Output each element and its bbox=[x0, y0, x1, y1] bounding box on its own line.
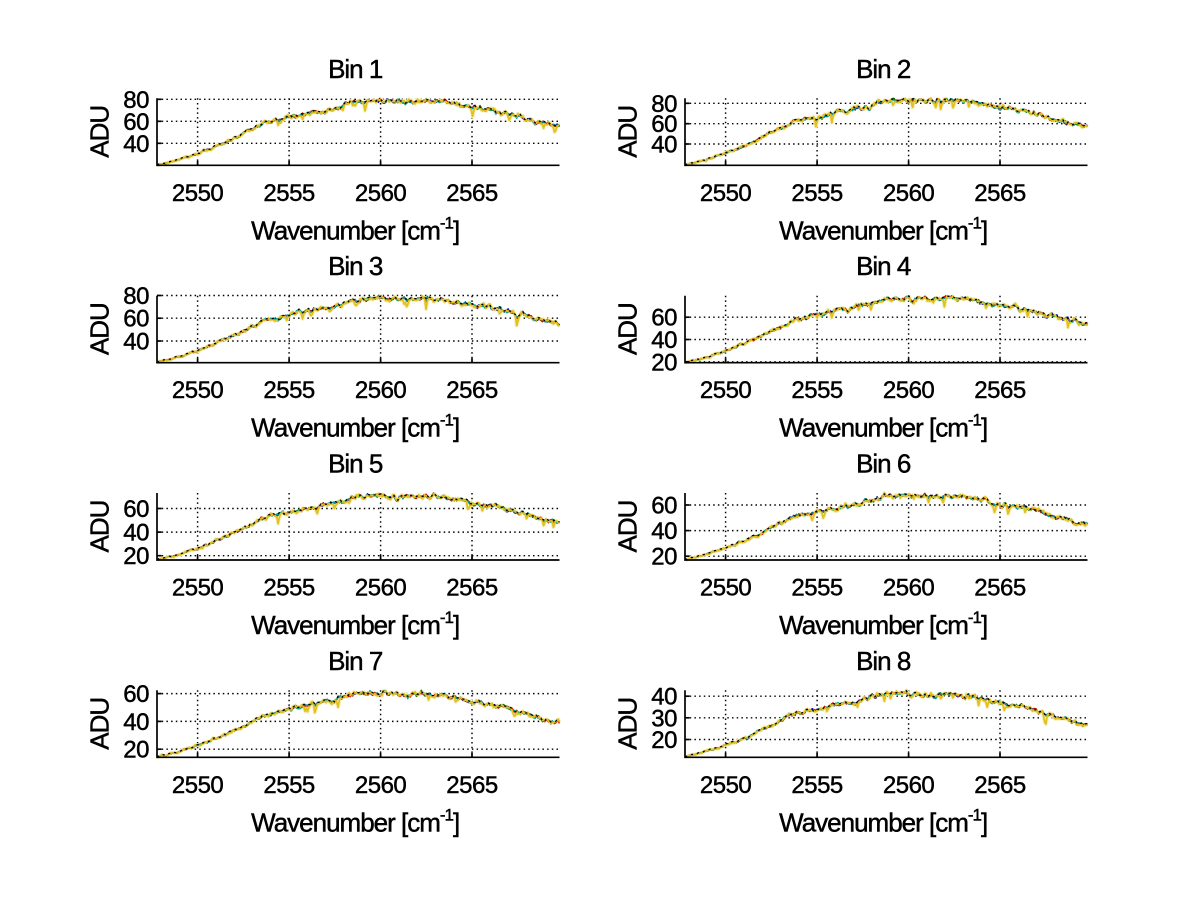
svg-text:60: 60 bbox=[123, 681, 149, 708]
svg-text:20: 20 bbox=[651, 544, 677, 571]
svg-text:ADU: ADU bbox=[613, 106, 643, 158]
svg-text:2555: 2555 bbox=[263, 377, 315, 404]
svg-text:2555: 2555 bbox=[791, 772, 843, 799]
svg-text:40: 40 bbox=[123, 329, 149, 356]
svg-text:2550: 2550 bbox=[172, 575, 224, 602]
svg-text:Bin 7: Bin 7 bbox=[328, 646, 383, 676]
svg-text:ADU: ADU bbox=[85, 106, 115, 158]
svg-text:2560: 2560 bbox=[355, 180, 407, 207]
svg-text:Wavenumber [cm-1]: Wavenumber [cm-1] bbox=[779, 805, 987, 837]
svg-text:2560: 2560 bbox=[355, 377, 407, 404]
svg-text:2550: 2550 bbox=[700, 575, 752, 602]
svg-text:80: 80 bbox=[123, 87, 149, 114]
svg-text:2555: 2555 bbox=[791, 377, 843, 404]
svg-text:2560: 2560 bbox=[355, 772, 407, 799]
svg-text:Bin 4: Bin 4 bbox=[856, 251, 911, 281]
svg-text:2550: 2550 bbox=[172, 377, 224, 404]
svg-text:2565: 2565 bbox=[446, 377, 498, 404]
svg-text:20: 20 bbox=[651, 727, 677, 754]
svg-text:80: 80 bbox=[651, 91, 677, 118]
svg-text:2565: 2565 bbox=[974, 377, 1026, 404]
svg-text:2550: 2550 bbox=[700, 180, 752, 207]
svg-text:40: 40 bbox=[651, 132, 677, 159]
svg-text:Bin 8: Bin 8 bbox=[856, 646, 911, 676]
svg-text:60: 60 bbox=[123, 306, 149, 333]
svg-text:2550: 2550 bbox=[172, 180, 224, 207]
svg-text:ADU: ADU bbox=[613, 501, 643, 553]
svg-text:Wavenumber [cm-1]: Wavenumber [cm-1] bbox=[779, 213, 987, 245]
svg-text:Bin 3: Bin 3 bbox=[328, 251, 383, 281]
svg-text:Wavenumber [cm-1]: Wavenumber [cm-1] bbox=[251, 411, 459, 443]
svg-text:2555: 2555 bbox=[791, 575, 843, 602]
svg-text:Wavenumber [cm-1]: Wavenumber [cm-1] bbox=[251, 805, 459, 837]
svg-text:2555: 2555 bbox=[263, 772, 315, 799]
svg-text:2555: 2555 bbox=[263, 575, 315, 602]
svg-text:40: 40 bbox=[123, 520, 149, 547]
svg-text:80: 80 bbox=[123, 283, 149, 310]
svg-text:2565: 2565 bbox=[446, 772, 498, 799]
svg-text:2560: 2560 bbox=[883, 377, 935, 404]
svg-text:2550: 2550 bbox=[700, 377, 752, 404]
svg-text:60: 60 bbox=[123, 109, 149, 136]
svg-text:ADU: ADU bbox=[613, 698, 643, 750]
svg-text:Bin 6: Bin 6 bbox=[856, 449, 911, 479]
svg-text:30: 30 bbox=[651, 705, 677, 732]
svg-text:40: 40 bbox=[651, 518, 677, 545]
svg-text:2560: 2560 bbox=[883, 180, 935, 207]
svg-text:Bin 2: Bin 2 bbox=[856, 54, 911, 84]
svg-text:2565: 2565 bbox=[446, 180, 498, 207]
svg-text:2550: 2550 bbox=[172, 772, 224, 799]
svg-text:20: 20 bbox=[651, 349, 677, 376]
svg-text:40: 40 bbox=[651, 684, 677, 711]
svg-text:2550: 2550 bbox=[700, 772, 752, 799]
svg-text:2560: 2560 bbox=[883, 575, 935, 602]
svg-text:60: 60 bbox=[651, 111, 677, 138]
svg-text:2555: 2555 bbox=[263, 180, 315, 207]
svg-text:2560: 2560 bbox=[883, 772, 935, 799]
svg-text:40: 40 bbox=[123, 131, 149, 158]
svg-text:Wavenumber [cm-1]: Wavenumber [cm-1] bbox=[779, 608, 987, 640]
svg-text:2565: 2565 bbox=[974, 575, 1026, 602]
svg-text:ADU: ADU bbox=[613, 303, 643, 355]
svg-text:2560: 2560 bbox=[355, 575, 407, 602]
svg-text:ADU: ADU bbox=[85, 698, 115, 750]
svg-text:Wavenumber [cm-1]: Wavenumber [cm-1] bbox=[251, 608, 459, 640]
svg-text:20: 20 bbox=[123, 737, 149, 764]
svg-text:Wavenumber [cm-1]: Wavenumber [cm-1] bbox=[779, 411, 987, 443]
svg-text:Wavenumber [cm-1]: Wavenumber [cm-1] bbox=[251, 213, 459, 245]
svg-text:ADU: ADU bbox=[85, 501, 115, 553]
svg-text:2565: 2565 bbox=[974, 180, 1026, 207]
svg-text:2565: 2565 bbox=[446, 575, 498, 602]
svg-text:Bin 5: Bin 5 bbox=[328, 449, 383, 479]
svg-text:Bin 1: Bin 1 bbox=[328, 54, 383, 84]
svg-text:2565: 2565 bbox=[974, 772, 1026, 799]
svg-text:20: 20 bbox=[123, 543, 149, 570]
svg-text:60: 60 bbox=[651, 493, 677, 520]
svg-text:60: 60 bbox=[651, 305, 677, 332]
svg-text:40: 40 bbox=[651, 327, 677, 354]
svg-text:2555: 2555 bbox=[791, 180, 843, 207]
svg-text:40: 40 bbox=[123, 709, 149, 736]
svg-text:ADU: ADU bbox=[85, 303, 115, 355]
svg-text:60: 60 bbox=[123, 496, 149, 523]
